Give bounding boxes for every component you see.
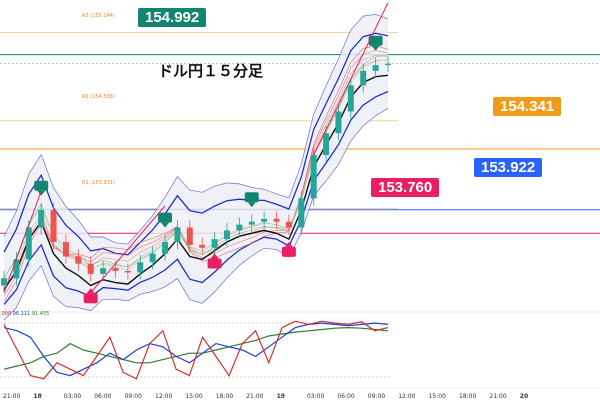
candle-body	[211, 239, 218, 248]
osc-line-red	[3, 320, 389, 380]
x-axis: 21:00 18 03:00 06:00 09:00 12:00 15:00 18:00 21:…	[0, 387, 600, 400]
candle-body	[285, 221, 292, 228]
candle-body	[199, 244, 206, 248]
candles	[1, 56, 391, 293]
pivot-label-r3: R3 (155.144)	[82, 13, 115, 19]
sell-signal-pointer	[371, 45, 380, 51]
band-upper	[3, 32, 389, 256]
buy-signal-pointer	[86, 288, 95, 294]
x-tick-label: 09:00	[368, 393, 385, 400]
candle-body	[335, 111, 342, 134]
x-tick-label: 21:00	[246, 393, 263, 400]
price-tag-153922: 153.922	[474, 158, 543, 177]
osc-line-green	[3, 326, 389, 370]
candle-body	[261, 218, 268, 222]
candle-body	[100, 268, 107, 274]
candle-body	[248, 221, 255, 225]
x-tick-label: 18	[33, 393, 41, 400]
band-lower	[3, 90, 389, 305]
x-tick-label: 09:00	[125, 393, 142, 400]
chart-title: ドル円１５分足	[158, 62, 264, 80]
candle-body	[25, 227, 32, 260]
buy-signal-marker	[207, 258, 222, 269]
x-tick-label: 18:00	[216, 393, 233, 400]
osc-value-green: 91.455	[31, 311, 50, 317]
oscillator-panel	[0, 311, 600, 380]
candle-body	[50, 210, 57, 242]
candle-body	[298, 198, 305, 228]
x-tick-label: 18:00	[459, 393, 476, 400]
buy-signal-marker	[83, 293, 98, 304]
pivot-label-r2: R2 (154.536)	[82, 94, 115, 100]
candle-body	[75, 256, 82, 264]
x-tick-label: 06:00	[94, 393, 111, 400]
candle-body	[186, 227, 193, 245]
x-tick-label: 12:00	[398, 393, 415, 400]
x-tick-label: 19	[277, 393, 285, 400]
sell-signal-pointer	[247, 202, 256, 208]
signal-markers	[3, 2, 389, 304]
x-tick-label: 03:00	[307, 393, 324, 400]
x-tick-label: 21:00	[489, 393, 506, 400]
candle-body	[137, 262, 144, 273]
candle-body	[13, 259, 20, 279]
candle-body	[372, 65, 379, 71]
buy-signal-pointer	[210, 253, 219, 259]
sell-signal-pointer	[161, 222, 170, 228]
candle-body	[360, 70, 367, 86]
price-tag-153760: 153.760	[371, 178, 440, 197]
price-tag-154341: 154.341	[493, 97, 562, 116]
pivot-label-r1: R1 (153.931)	[82, 180, 115, 186]
x-tick-label: 15:00	[429, 393, 446, 400]
candle-body	[310, 155, 317, 199]
trend-line	[3, 191, 42, 293]
candle-body	[124, 271, 131, 273]
buy-signal-marker	[281, 246, 296, 257]
x-tick-label: 20	[520, 393, 528, 400]
sell-signal-pointer	[37, 190, 46, 196]
candle-body	[112, 268, 119, 271]
candle-body	[162, 242, 169, 254]
sell-signal-marker	[34, 180, 49, 191]
candle-body	[236, 224, 243, 231]
candle-body	[38, 210, 45, 228]
price-tag-154992: 154.992	[138, 8, 207, 27]
x-tick-label: 12:00	[155, 393, 172, 400]
candle-body	[174, 227, 181, 242]
sell-signal-marker	[368, 35, 383, 46]
x-tick-label: 21:00	[3, 393, 20, 400]
candle-body	[1, 278, 7, 286]
candle-body	[149, 253, 156, 263]
sell-signal-marker	[158, 212, 173, 223]
buy-signal-pointer	[284, 241, 293, 247]
oscillator-values: .000 96.111 91.455	[0, 311, 49, 317]
candle-body	[62, 242, 69, 257]
osc-value-blue: 96.111	[12, 311, 31, 317]
x-tick-label: 06:00	[337, 393, 354, 400]
candle-body	[323, 133, 330, 155]
candle-body	[273, 218, 280, 222]
sell-signal-marker	[244, 192, 259, 203]
band-fill	[4, 14, 388, 321]
trend-line	[90, 205, 166, 294]
band-upper-outer	[3, 13, 389, 245]
candle-body	[223, 230, 230, 240]
candle-body	[347, 85, 354, 112]
x-tick-label: 15:00	[185, 393, 202, 400]
candle-body	[385, 63, 391, 66]
candle-body	[87, 263, 94, 274]
x-tick-label: 03:00	[64, 393, 81, 400]
osc-value-red: .000	[0, 311, 12, 317]
band-lower-outer	[3, 108, 389, 321]
trend-line	[313, 2, 389, 156]
